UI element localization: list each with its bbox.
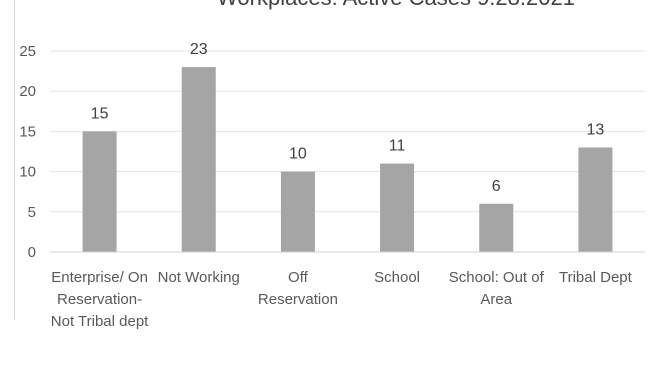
gridlines [50,50,645,213]
data-label: 15 [91,105,109,122]
y-axis-ticks: 0 5 10 15 20 25 [19,43,36,261]
data-label: 13 [587,121,605,138]
bars [82,67,613,252]
x-category-label: School: Out of Area [449,269,545,308]
y-tick-label: 0 [28,244,36,261]
bar [181,67,216,252]
y-tick-label: 20 [19,83,36,100]
y-tick-label: 5 [28,204,36,221]
chart-title: Workplaces: Active Cases 9.28.2021 [217,0,575,10]
bar [479,203,514,252]
bar [82,131,117,252]
y-tick-label: 10 [19,164,36,181]
y-tick-label: 25 [19,43,36,60]
x-category-label: Off Reservation [258,269,338,308]
bar [380,163,415,252]
data-label: 6 [492,178,501,195]
bar [578,147,613,252]
data-label: 10 [289,146,307,163]
x-axis-categories: Enterprise/ On Reservation-Not Tribal dep… [51,269,633,330]
data-label: 11 [389,138,406,155]
data-labels: 15 23 10 11 6 13 [91,41,605,195]
x-category-label: Enterprise/ On Reservation-Not Tribal dep… [51,269,149,330]
y-tick-label: 15 [19,123,36,140]
x-category-label: School [374,269,420,286]
bar [280,171,315,252]
data-label: 23 [190,41,208,58]
chart-area-border [14,0,15,320]
x-category-label: Tribal Dept [559,269,633,286]
x-category-label: Not Working [158,269,240,286]
